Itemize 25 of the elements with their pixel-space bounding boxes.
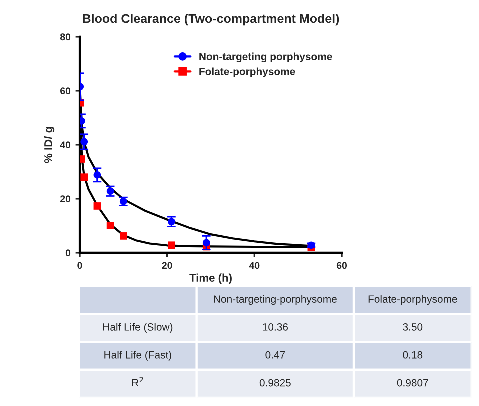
text: 3.50 bbox=[403, 324, 423, 331]
y-tick-label: 0 bbox=[66, 250, 71, 257]
y-tick-label: 60 bbox=[60, 88, 71, 95]
text: Half Life (Fast) bbox=[104, 351, 172, 361]
y-tick-label: 40 bbox=[60, 142, 71, 149]
text: 10.36 bbox=[263, 324, 288, 331]
text: Folate-porphysome bbox=[368, 295, 458, 306]
y-tick-label: 80 bbox=[60, 34, 71, 41]
x-tick-label: 20 bbox=[162, 262, 172, 270]
text: 0.9825 bbox=[260, 379, 291, 387]
text: 0.18 bbox=[403, 351, 423, 359]
text: 0.9807 bbox=[397, 379, 428, 387]
text: Non-targeting-porphysome bbox=[214, 295, 337, 306]
y-axis-title: % ID/ g bbox=[44, 127, 55, 164]
x-axis-title: Time (h) bbox=[190, 274, 232, 284]
legend-label: Non-targeting porphysome bbox=[200, 52, 332, 63]
x-tick-label: 40 bbox=[249, 262, 260, 270]
text: Half Life (Slow) bbox=[103, 323, 173, 333]
x-tick-label: 0 bbox=[78, 262, 82, 270]
legend-label: Folate-porphysome bbox=[200, 68, 296, 78]
text: 0.47 bbox=[266, 351, 286, 359]
y-tick-label: 20 bbox=[60, 196, 71, 203]
chart-title: Blood Clearance (Two-compartment Model) bbox=[83, 14, 340, 26]
x-tick-label: 60 bbox=[336, 262, 348, 270]
text: R$^{2}$ bbox=[132, 377, 144, 387]
